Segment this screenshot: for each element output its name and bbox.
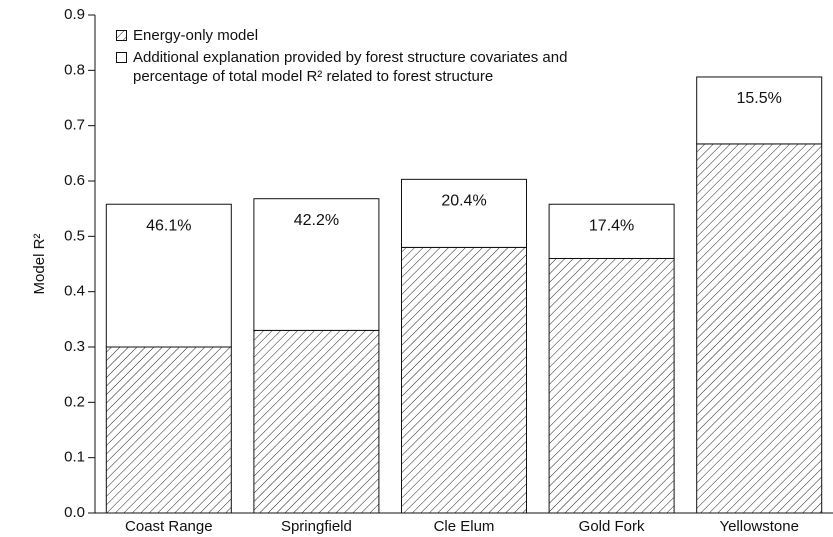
x-tick-label: Gold Fork (579, 518, 645, 535)
legend: Energy-only model Additional explanation … (116, 26, 596, 89)
y-tick-label: 0.7 (64, 117, 85, 134)
y-tick-label: 0.2 (64, 393, 85, 410)
legend-swatch (116, 52, 127, 63)
bar-annotation: 46.1% (146, 217, 191, 234)
bar-segment (105, 203, 232, 348)
bar-annotation: 20.4% (441, 193, 486, 210)
legend-label: Additional explanation provided by fores… (133, 49, 568, 85)
x-tick-label: Coast Range (125, 518, 213, 535)
bar-annotation: 15.5% (737, 90, 782, 107)
x-tick-label: Springfield (281, 518, 352, 535)
bar-annotation: 17.4% (589, 217, 634, 234)
bar-segment (696, 143, 823, 514)
y-tick-label: 0.5 (64, 227, 85, 244)
y-tick-label: 0.1 (64, 449, 85, 466)
bar-segment (548, 257, 675, 514)
bar-annotation: 42.2% (294, 212, 339, 229)
x-tick-label: Yellowstone (719, 518, 799, 535)
bar-segment (696, 76, 823, 145)
y-tick-label: 0.9 (64, 6, 85, 23)
y-axis-label: Model R² (31, 234, 48, 295)
y-tick-label: 0.8 (64, 61, 85, 78)
y-tick-label: 0.4 (64, 283, 85, 300)
y-tick-label: 0.6 (64, 172, 85, 189)
legend-item: Energy-only model (116, 26, 596, 45)
legend-swatch (116, 30, 127, 41)
y-tick-label: 0.0 (64, 504, 85, 521)
x-tick-label: Cle Elum (434, 518, 495, 535)
bar-segment (253, 329, 380, 514)
bar-segment (253, 198, 380, 331)
bar-segment (401, 178, 527, 248)
y-tick-label: 0.3 (64, 338, 85, 355)
legend-label: Energy-only model (133, 27, 259, 44)
legend-item: Additional explanation provided by fores… (116, 48, 596, 86)
bar-segment (401, 246, 527, 514)
bar-segment (105, 346, 232, 514)
bar-segment (548, 203, 675, 259)
